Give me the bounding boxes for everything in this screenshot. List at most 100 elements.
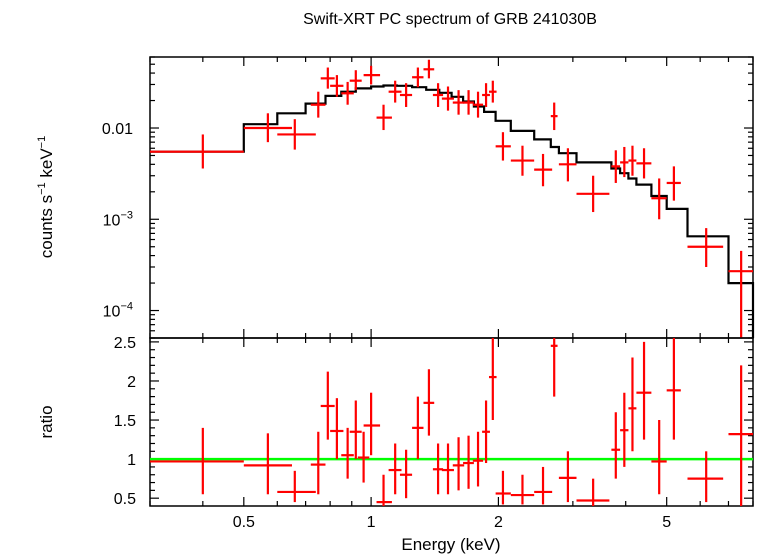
model-step-line bbox=[150, 84, 755, 338]
data-point bbox=[495, 132, 511, 161]
data-point bbox=[728, 250, 753, 338]
data-point bbox=[341, 81, 354, 105]
data-point bbox=[399, 449, 413, 499]
data-point bbox=[320, 371, 335, 440]
data-point bbox=[376, 474, 392, 506]
data-point bbox=[399, 83, 413, 107]
spectrum-y-axis-title: counts s−1 keV−1 bbox=[36, 136, 56, 258]
data-point bbox=[463, 435, 474, 489]
data-point bbox=[550, 338, 558, 397]
data-point bbox=[576, 175, 610, 213]
data-point bbox=[472, 431, 484, 487]
data-point bbox=[687, 228, 724, 267]
data-point bbox=[452, 90, 465, 115]
ratio-panel: 0.5 1 1.5 2 2.5 0.5 1 2 5 ratio Energy (keV) bbox=[37, 335, 754, 554]
x-tick-label: 1 bbox=[367, 514, 376, 531]
data-point bbox=[376, 104, 392, 131]
data-point bbox=[482, 83, 490, 107]
data-point bbox=[463, 90, 474, 115]
y-axis-unit-counts: counts s bbox=[37, 195, 56, 258]
x-axis-title: Energy (keV) bbox=[401, 535, 500, 554]
y-tick-label: 2.5 bbox=[114, 335, 136, 352]
data-point bbox=[432, 83, 444, 107]
data-point bbox=[432, 443, 444, 495]
data-point bbox=[510, 474, 535, 505]
data-point bbox=[388, 443, 402, 495]
ratio-ticks bbox=[149, 338, 754, 506]
x-tick-label: 5 bbox=[662, 514, 671, 531]
data-point bbox=[277, 119, 316, 150]
data-point bbox=[412, 67, 424, 88]
data-point bbox=[611, 412, 621, 479]
data-point bbox=[576, 478, 610, 506]
x-tick-label: 2 bbox=[494, 514, 503, 531]
data-point bbox=[310, 91, 326, 118]
data-point bbox=[423, 59, 435, 79]
data-point bbox=[452, 437, 465, 491]
data-point bbox=[349, 400, 362, 460]
y-axis-exponent-1: −1 bbox=[36, 182, 48, 195]
data-point bbox=[728, 365, 753, 506]
data-point bbox=[441, 443, 454, 495]
y-axis-exponent-2: −1 bbox=[36, 136, 48, 149]
data-point bbox=[349, 70, 362, 91]
data-point bbox=[620, 392, 629, 467]
data-point bbox=[636, 341, 652, 440]
ratio-y-tick-labels: 0.5 1 1.5 2 2.5 bbox=[114, 335, 136, 508]
y-tick-label: 0.5 bbox=[114, 491, 136, 508]
model-curve bbox=[150, 84, 755, 338]
spectrum-ticks bbox=[149, 56, 754, 339]
data-point bbox=[651, 178, 667, 220]
y-tick-label: 10−4 bbox=[103, 301, 133, 321]
x-tick-labels: 0.5 1 2 5 bbox=[233, 514, 672, 531]
data-point bbox=[558, 148, 577, 182]
spectrum-y-tick-labels: 0.01 10−3 10−4 bbox=[102, 121, 133, 321]
data-point bbox=[472, 91, 484, 118]
data-point bbox=[357, 431, 370, 483]
data-point bbox=[341, 427, 354, 479]
ratio-y-axis-title: ratio bbox=[37, 405, 56, 438]
data-point bbox=[310, 431, 326, 495]
ratio-frame bbox=[149, 337, 754, 507]
data-point bbox=[441, 86, 454, 111]
data-point bbox=[363, 392, 381, 456]
y-tick-label: 2 bbox=[127, 374, 136, 391]
y-tick-label: 0.01 bbox=[102, 121, 133, 138]
data-point bbox=[666, 166, 681, 201]
data-point bbox=[687, 451, 724, 503]
spectrum-data-points bbox=[150, 59, 753, 338]
data-point bbox=[330, 398, 344, 460]
data-point bbox=[651, 420, 667, 495]
data-point bbox=[150, 427, 244, 495]
y-tick-label: 1.5 bbox=[114, 413, 136, 430]
data-point bbox=[558, 451, 577, 503]
y-tick-label: 10−3 bbox=[103, 209, 133, 229]
data-point bbox=[636, 148, 652, 179]
data-point bbox=[534, 466, 553, 505]
data-point bbox=[628, 145, 637, 176]
data-point bbox=[388, 80, 402, 103]
data-point bbox=[620, 146, 629, 178]
data-point bbox=[628, 357, 637, 452]
data-point bbox=[277, 470, 316, 503]
data-point bbox=[330, 75, 344, 97]
data-point bbox=[510, 145, 535, 176]
data-point bbox=[423, 369, 435, 436]
data-point bbox=[482, 400, 490, 464]
data-point bbox=[363, 65, 381, 85]
data-point bbox=[488, 338, 497, 421]
data-point bbox=[550, 102, 558, 131]
data-point bbox=[488, 80, 497, 103]
data-point bbox=[150, 134, 244, 169]
data-point bbox=[243, 433, 292, 495]
chart-title: Swift-XRT PC spectrum of GRB 241030B bbox=[303, 11, 597, 28]
y-tick-label: 1 bbox=[127, 452, 136, 469]
data-point bbox=[243, 113, 292, 143]
data-point bbox=[412, 396, 424, 460]
data-point bbox=[495, 470, 511, 505]
y-axis-unit-kev: keV bbox=[37, 148, 56, 183]
x-tick-label: 0.5 bbox=[233, 514, 255, 531]
ratio-data-points bbox=[150, 338, 753, 506]
